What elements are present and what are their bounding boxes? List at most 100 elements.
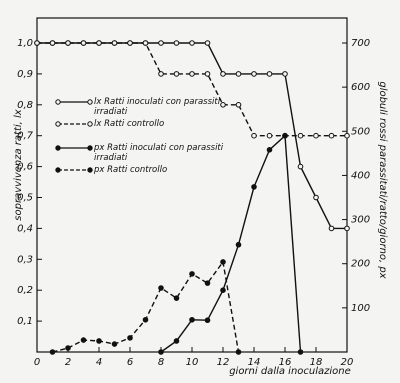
data-point xyxy=(204,71,211,77)
data-point xyxy=(127,40,133,46)
data-point xyxy=(235,71,242,77)
data-point xyxy=(204,280,211,286)
y2-tick-label: 400 xyxy=(351,170,370,181)
y-tick-label: 0,2 xyxy=(17,285,33,296)
y-tick-label: 0,9 xyxy=(17,69,33,80)
y-tick-label: 0,1 xyxy=(17,316,33,327)
data-point xyxy=(49,40,56,46)
data-point xyxy=(189,40,195,46)
data-point xyxy=(297,163,304,170)
data-point xyxy=(251,184,257,190)
data-point xyxy=(189,316,195,323)
data-point xyxy=(251,71,257,77)
y2-tick-label: 300 xyxy=(351,215,370,226)
data-point xyxy=(158,285,164,291)
data-point xyxy=(111,40,118,46)
data-point xyxy=(266,132,273,139)
data-point xyxy=(158,349,164,355)
data-point xyxy=(173,71,180,77)
data-point xyxy=(111,341,118,347)
data-point xyxy=(235,102,242,108)
data-point xyxy=(173,295,180,301)
y-tick-label: 0,5 xyxy=(17,193,33,204)
x-tick-label: 2 xyxy=(65,357,71,368)
y2-tick-label: 500 xyxy=(351,126,370,137)
y-tick-label: 0,4 xyxy=(17,223,33,234)
y2-tick-label: 100 xyxy=(351,303,370,314)
plot-frame xyxy=(36,17,348,353)
data-point xyxy=(251,132,257,139)
y-tick-label: 0,6 xyxy=(17,162,33,173)
y-tick-label: 0,7 xyxy=(17,131,34,142)
y-tick-label: 1,0 xyxy=(17,38,33,49)
data-point xyxy=(297,132,304,139)
data-point xyxy=(34,40,40,46)
data-point xyxy=(282,71,288,77)
data-point xyxy=(204,317,211,324)
series-line xyxy=(37,42,347,137)
data-point xyxy=(313,194,319,201)
data-point xyxy=(96,338,102,344)
data-point xyxy=(282,132,288,139)
x-tick-label: 18 xyxy=(310,357,323,368)
x-tick-label: 12 xyxy=(217,357,230,368)
legend-marker xyxy=(87,99,93,105)
data-point xyxy=(173,338,180,344)
legend-marker xyxy=(87,145,93,151)
y-tick-label: 0,3 xyxy=(17,254,33,265)
data-point xyxy=(204,40,211,46)
legend-marker xyxy=(55,167,61,173)
data-point xyxy=(328,132,335,139)
series-line xyxy=(52,260,240,353)
data-point xyxy=(235,241,242,248)
x-tick-label: 0 xyxy=(34,357,40,368)
data-point xyxy=(266,147,273,153)
data-point xyxy=(65,345,71,351)
data-point xyxy=(158,71,164,77)
y2-tick-label: 700 xyxy=(351,38,370,49)
data-point xyxy=(313,132,319,139)
data-point xyxy=(49,349,56,355)
data-point xyxy=(220,102,226,108)
data-point xyxy=(96,40,102,46)
legend-label: px Ratti controllo xyxy=(94,165,168,175)
data-point xyxy=(189,271,195,277)
data-point xyxy=(344,132,350,139)
x-tick-label: 4 xyxy=(96,357,102,368)
data-point xyxy=(158,40,164,46)
data-point xyxy=(189,71,195,77)
y2-axis-title: globuli rossi parassitati/ratto/giorno, … xyxy=(377,81,388,278)
data-point xyxy=(173,40,180,46)
y-axis-title: sopravvivenza ratti, lx xyxy=(13,109,24,220)
legend-marker xyxy=(87,121,93,127)
data-point xyxy=(142,316,149,323)
x-tick-label: 8 xyxy=(158,357,164,368)
x-tick-label: 20 xyxy=(341,357,354,368)
legend-label: lx Ratti inoculati con parassiti irradia… xyxy=(94,97,221,117)
data-point xyxy=(297,349,304,355)
legend-marker xyxy=(87,167,93,173)
legend-label: lx Ratti controllo xyxy=(94,119,165,129)
data-point xyxy=(344,225,350,232)
x-tick-label: 10 xyxy=(186,357,199,368)
y2-tick-label: 600 xyxy=(351,82,370,93)
data-point xyxy=(220,287,226,294)
legend-marker xyxy=(55,99,61,105)
data-point xyxy=(266,71,273,77)
y-tick-label: 0,8 xyxy=(17,100,33,111)
data-point xyxy=(80,40,87,46)
data-point xyxy=(65,40,71,46)
x-axis-title: giorni dalla inoculazione xyxy=(229,366,351,377)
x-tick-label: 6 xyxy=(127,357,133,368)
data-point xyxy=(328,225,335,232)
series-line xyxy=(160,134,302,353)
x-tick-label: 16 xyxy=(279,357,292,368)
data-point xyxy=(80,337,87,343)
data-point xyxy=(220,259,226,265)
legend-label: px Ratti inoculati con parassiti irradia… xyxy=(94,143,224,163)
legend-marker xyxy=(55,145,61,151)
x-tick-label: 14 xyxy=(248,357,261,368)
data-point xyxy=(127,335,133,341)
